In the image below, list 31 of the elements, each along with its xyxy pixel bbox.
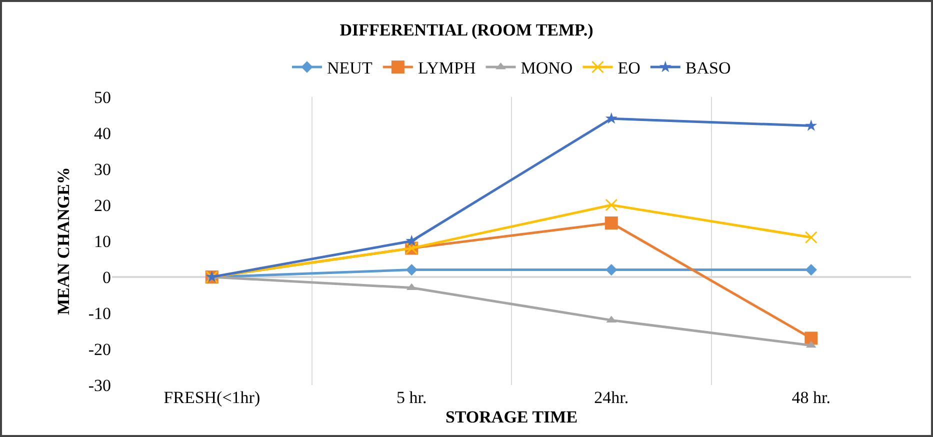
point (605, 198, 618, 212)
point (406, 234, 418, 246)
legend-label: LYMPH (418, 58, 476, 78)
y-tick-label: 10 (94, 232, 111, 251)
x-tick-label: FRESH(<1hr) (164, 388, 260, 407)
y-tick-label: 30 (94, 160, 111, 179)
point (804, 332, 818, 345)
point (606, 264, 618, 276)
point (406, 264, 418, 276)
point (805, 264, 817, 276)
legend-label: NEUT (327, 58, 373, 78)
point (805, 120, 818, 131)
point (804, 231, 818, 244)
x-tick-label: 48 hr. (792, 388, 830, 407)
y-tick-label: 20 (94, 196, 111, 215)
y-tick-label: -10 (88, 304, 111, 323)
legend-label: EO (618, 58, 640, 78)
x-tick-label: 5 hr. (396, 388, 427, 407)
y-tick-label: 50 (94, 88, 111, 107)
x-axis-title: STORAGE TIME (445, 407, 578, 426)
point (604, 216, 618, 230)
point (605, 112, 618, 124)
y-tick-label: 0 (102, 268, 111, 287)
chart-title: DIFFERENTIAL (ROOM TEMP.) (340, 20, 594, 40)
y-tick-label: -20 (88, 340, 111, 359)
legend-label: BASO (685, 58, 731, 78)
y-tick-label: 40 (94, 124, 111, 143)
y-tick-label: -30 (88, 376, 111, 395)
y-axis-title: MEAN CHANGE% (54, 167, 73, 315)
legend-label: MONO (520, 58, 573, 78)
x-tick-label: 24hr. (594, 388, 629, 407)
